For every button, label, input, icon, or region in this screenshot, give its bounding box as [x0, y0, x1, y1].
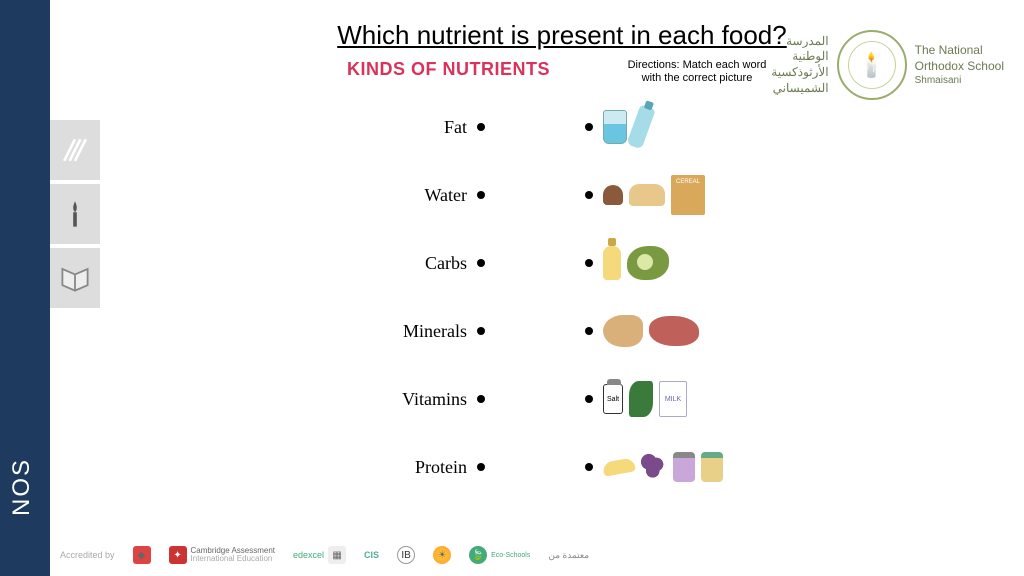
logo-label: edexcel — [293, 550, 324, 560]
left-sidebar: NOS — [0, 0, 50, 576]
worksheet-directions: Directions: Match each word with the cor… — [617, 59, 777, 85]
seal-inner-icon: 🕯️ — [848, 41, 896, 89]
logo-sub: International Education — [191, 555, 275, 563]
picture-protein — [593, 301, 763, 361]
bottle-icon — [626, 105, 655, 150]
nutrient-label: Vitamins — [347, 389, 477, 410]
ar-line: الشميساني — [754, 81, 829, 97]
bread-icon — [629, 184, 665, 206]
nos-logo-text: NOS — [8, 458, 36, 516]
muffin-icon — [603, 185, 623, 205]
grapes-icon — [641, 454, 667, 480]
match-row: Fat — [347, 93, 777, 161]
greens-icon — [629, 381, 653, 417]
right-dot[interactable] — [585, 259, 593, 267]
nutrient-label: Fat — [347, 117, 477, 138]
school-logo-block: المدرسة الوطنية الأرثوذكسية الشميساني 🕯️… — [754, 30, 1004, 100]
match-row: Minerals — [347, 297, 777, 365]
banana-icon — [602, 458, 636, 477]
footer-logo-cambridge: ✦ Cambridge Assessment International Edu… — [169, 546, 275, 564]
jar-icon — [701, 452, 723, 482]
right-dot[interactable] — [585, 395, 593, 403]
left-dot[interactable] — [477, 395, 485, 403]
milk-icon: MILK — [659, 381, 687, 417]
match-row: Carbs — [347, 229, 777, 297]
left-dot[interactable] — [477, 259, 485, 267]
en-line: Shmaisani — [915, 74, 1004, 87]
chicken-icon — [603, 315, 643, 347]
avocado-icon — [627, 246, 669, 280]
picture-water — [593, 97, 763, 157]
match-row: Protein — [347, 433, 777, 501]
picture-carbs: CEREAL — [593, 165, 763, 225]
school-name-arabic: المدرسة الوطنية الأرثوذكسية الشميساني — [754, 34, 829, 96]
nutrient-label: Protein — [347, 457, 477, 478]
en-line: The National — [915, 43, 1004, 59]
school-name-english: The National Orthodox School Shmaisani — [915, 43, 1004, 87]
school-seal-icon: 🕯️ — [837, 30, 907, 100]
left-dot[interactable] — [477, 123, 485, 131]
oil-icon — [603, 246, 621, 280]
nutrient-label: Minerals — [347, 321, 477, 342]
accredited-label: Accredited by — [60, 550, 115, 560]
tile-wheat-icon — [50, 120, 100, 180]
footer-logo-cis: CIS — [364, 550, 379, 560]
logo-label: Eco-Schools — [491, 552, 530, 559]
worksheet: KINDS OF NUTRIENTS Directions: Match eac… — [347, 59, 777, 501]
nutrient-label: Water — [347, 185, 477, 206]
footer-logo-ib: IB — [397, 546, 415, 564]
nutrient-label: Carbs — [347, 253, 477, 274]
ar-line: الوطنية الأرثوذكسية — [754, 49, 829, 80]
right-dot[interactable] — [585, 123, 593, 131]
match-row: Water CEREAL — [347, 161, 777, 229]
tile-book-icon — [50, 248, 100, 308]
worksheet-title: KINDS OF NUTRIENTS — [347, 59, 550, 80]
right-dot[interactable] — [585, 327, 593, 335]
footer-logo-sun: ☀ — [433, 546, 451, 564]
glass-icon — [603, 110, 627, 144]
ar-line: المدرسة — [754, 34, 829, 50]
accredited-arabic: معتمدة من — [548, 550, 589, 561]
picture-vitamins — [593, 437, 763, 497]
match-rows: Fat Water CEREAL — [347, 93, 777, 501]
logo-label: IB — [397, 546, 415, 564]
picture-fat — [593, 233, 763, 293]
salt-icon: Salt — [603, 384, 623, 414]
left-dot[interactable] — [477, 327, 485, 335]
worksheet-header: KINDS OF NUTRIENTS Directions: Match eac… — [347, 59, 777, 85]
left-dot[interactable] — [477, 191, 485, 199]
footer-logo-edexcel: edexcel▦ — [293, 546, 346, 564]
right-dot[interactable] — [585, 463, 593, 471]
cereal-icon: CEREAL — [671, 175, 705, 215]
sidebar-tiles — [50, 120, 100, 312]
footer-accreditation: Accredited by ◆ ✦ Cambridge Assessment I… — [60, 540, 1014, 570]
en-line: Orthodox School — [915, 59, 1004, 75]
right-dot[interactable] — [585, 191, 593, 199]
meat-icon — [649, 316, 699, 346]
footer-logo-eco: 🍃Eco-Schools — [469, 546, 530, 564]
logo-label: CIS — [364, 550, 379, 560]
match-row: Vitamins Salt MILK — [347, 365, 777, 433]
tile-torch-icon — [50, 184, 100, 244]
left-dot[interactable] — [477, 463, 485, 471]
jar-icon — [673, 452, 695, 482]
picture-minerals: Salt MILK — [593, 369, 763, 429]
footer-logo-shield: ◆ — [133, 546, 151, 564]
